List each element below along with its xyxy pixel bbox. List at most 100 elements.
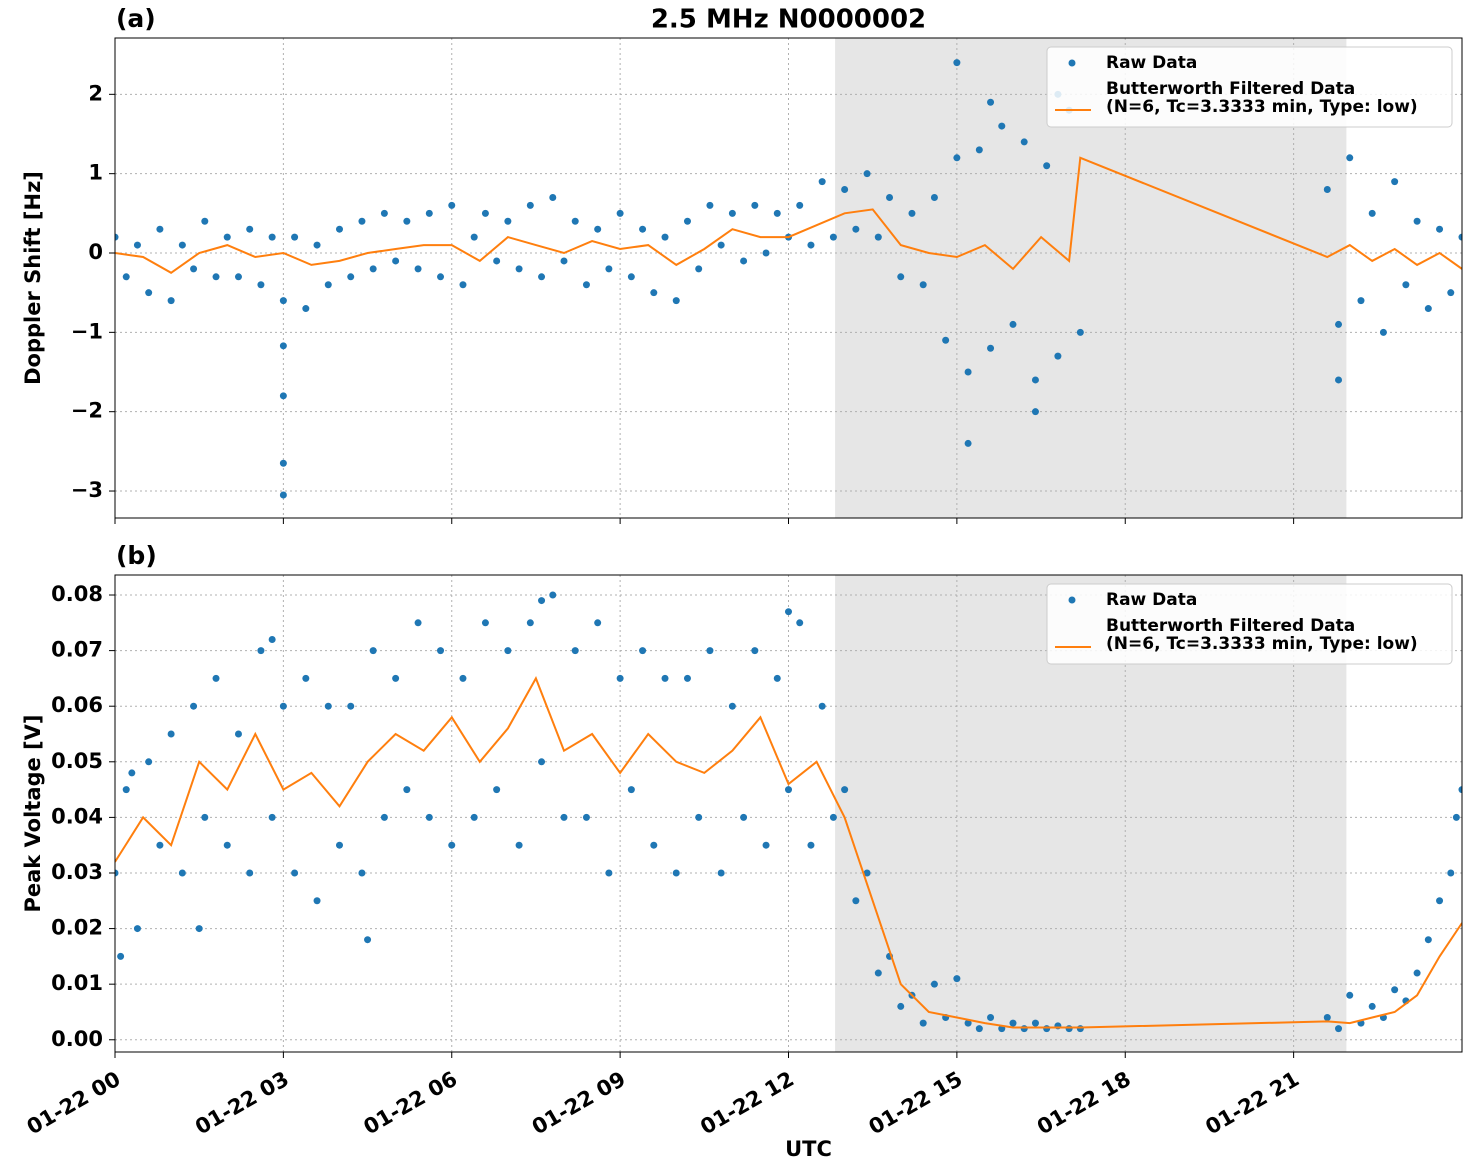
raw-point	[1020, 138, 1028, 146]
raw-point	[1413, 969, 1421, 977]
raw-point	[919, 1019, 927, 1027]
raw-point	[841, 786, 849, 794]
raw-point	[852, 897, 860, 905]
raw-point	[942, 336, 950, 344]
y-tick-label: −2	[71, 399, 103, 423]
raw-point	[650, 289, 658, 297]
y-tick-label: 0.07	[51, 638, 103, 662]
y-axis-label: Peak Voltage [V]	[21, 714, 45, 912]
raw-point	[268, 233, 276, 241]
raw-point	[717, 241, 725, 249]
raw-point	[504, 217, 512, 225]
raw-point	[908, 209, 916, 217]
raw-point	[807, 841, 815, 849]
legend-box	[1046, 46, 1453, 128]
raw-point	[1413, 217, 1421, 225]
raw-point	[1402, 281, 1410, 289]
raw-point	[728, 209, 736, 217]
raw-point	[195, 925, 203, 933]
raw-point	[863, 170, 871, 178]
raw-point	[115, 869, 119, 877]
x-axis-label: UTC	[785, 1137, 832, 1161]
raw-point	[425, 209, 433, 217]
raw-point	[156, 841, 164, 849]
raw-point	[279, 491, 287, 499]
raw-point	[392, 257, 400, 265]
raw-point	[863, 869, 871, 877]
raw-point	[437, 273, 445, 281]
raw-point	[526, 201, 534, 209]
y-tick-label: −3	[71, 478, 103, 502]
raw-point	[998, 122, 1006, 130]
raw-point	[279, 342, 287, 350]
raw-point	[740, 813, 748, 821]
raw-point	[560, 813, 568, 821]
legend-marker	[1068, 596, 1076, 604]
raw-point	[874, 233, 882, 241]
raw-point	[1323, 1014, 1331, 1022]
raw-point	[919, 281, 927, 289]
raw-point	[594, 619, 602, 627]
raw-point	[279, 297, 287, 305]
raw-point	[145, 289, 153, 297]
raw-point	[829, 233, 837, 241]
filtered-line	[115, 676, 1462, 1029]
raw-point	[347, 702, 355, 710]
raw-point	[987, 1014, 995, 1022]
raw-point	[1335, 320, 1343, 328]
raw-point	[1424, 936, 1432, 944]
raw-point	[504, 647, 512, 655]
raw-point	[930, 980, 938, 988]
raw-point	[571, 217, 579, 225]
raw-point	[414, 265, 422, 273]
raw-point	[156, 225, 164, 233]
raw-point	[1076, 1025, 1084, 1033]
legend: Raw Data Butterworth Filtered Data (N=6, T…	[1046, 46, 1453, 128]
raw-point	[117, 952, 125, 960]
raw-point	[347, 273, 355, 281]
raw-point	[1043, 162, 1051, 170]
legend-label: Raw Data	[1106, 590, 1197, 610]
raw-point	[1458, 786, 1462, 794]
raw-point	[953, 154, 961, 162]
raw-point	[358, 869, 366, 877]
raw-point	[1065, 1025, 1073, 1033]
raw-point	[773, 209, 781, 217]
raw-point	[324, 702, 332, 710]
raw-point	[818, 702, 826, 710]
y-tick-label: −1	[71, 319, 103, 343]
y-tick-label: 0.08	[51, 582, 103, 606]
raw-point	[706, 201, 714, 209]
y-tick-label: 0.05	[51, 749, 103, 773]
raw-point	[190, 265, 198, 273]
raw-point	[762, 841, 770, 849]
panel: −3 −2 −1 0 1 2 2.5 MHz N0000002 (a) Doppler Shif…	[21, 4, 1463, 524]
raw-point	[526, 619, 534, 627]
raw-point	[987, 98, 995, 106]
raw-point	[953, 59, 961, 67]
raw-point	[291, 869, 299, 877]
raw-point	[178, 869, 186, 877]
raw-point	[234, 273, 242, 281]
x-tick-label: 01-22 12	[696, 1067, 798, 1140]
raw-point	[717, 869, 725, 877]
raw-point	[246, 225, 254, 233]
legend-marker	[1068, 59, 1076, 67]
raw-point	[364, 936, 372, 944]
raw-point	[1447, 869, 1455, 877]
raw-point	[1335, 1025, 1343, 1033]
raw-point	[964, 1019, 972, 1027]
raw-point	[313, 897, 321, 905]
raw-point	[1346, 991, 1354, 999]
raw-point	[874, 969, 882, 977]
axes-frame	[114, 574, 1463, 1053]
raw-point	[279, 459, 287, 467]
raw-point	[661, 233, 669, 241]
raw-point	[167, 297, 175, 305]
raw-point	[549, 193, 557, 201]
raw-point	[459, 674, 467, 682]
raw-point	[122, 273, 130, 281]
raw-point	[582, 281, 590, 289]
raw-point	[1054, 352, 1062, 360]
